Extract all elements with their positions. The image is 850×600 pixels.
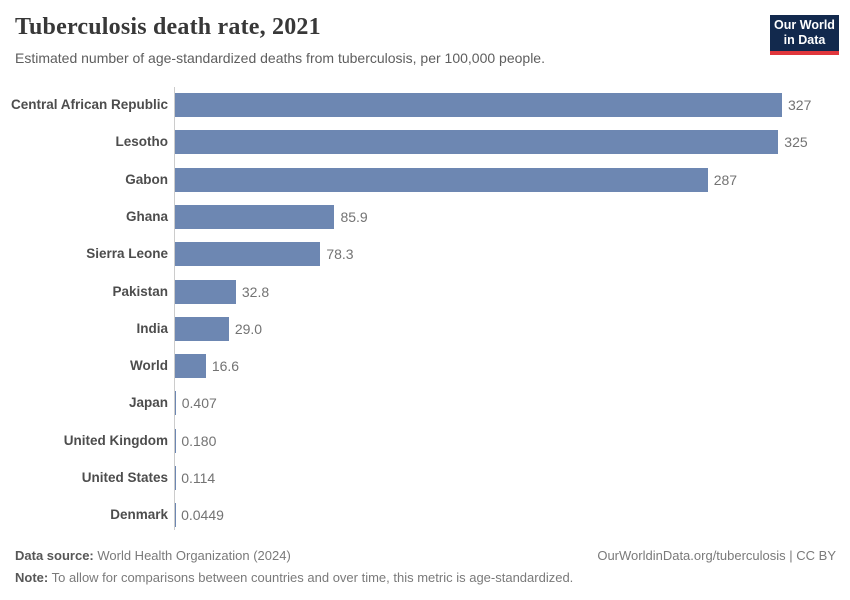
value-label: 29.0: [234, 320, 263, 337]
category-label: World: [130, 358, 168, 374]
category-label: Lesotho: [115, 134, 169, 150]
category-label: Sierra Leone: [86, 246, 168, 262]
category-label: United Kingdom: [63, 432, 168, 448]
bar[interactable]: [175, 167, 708, 192]
category-label: Ghana: [125, 208, 168, 224]
owid-logo-line1: Our World: [774, 18, 835, 32]
y-axis-line: [174, 87, 175, 530]
bar[interactable]: [175, 242, 321, 267]
category-label: Japan: [128, 395, 168, 411]
bar[interactable]: [175, 391, 176, 416]
bar[interactable]: [175, 279, 236, 304]
value-label: 85.9: [340, 208, 368, 225]
note-text: To allow for comparisons between countri…: [48, 570, 574, 585]
value-label: 0.180: [181, 432, 217, 449]
value-label: 78.3: [326, 246, 354, 263]
data-source-text: World Health Organization (2024): [93, 548, 291, 563]
bar[interactable]: [175, 354, 206, 379]
data-source-line: Data source: World Health Organization (…: [15, 548, 291, 563]
value-label: 32.8: [241, 283, 270, 300]
category-label: Pakistan: [112, 283, 168, 299]
value-label: 287: [713, 171, 738, 188]
category-label: Central African Republic: [10, 97, 168, 112]
bar[interactable]: [175, 93, 782, 117]
value-label: 325: [784, 134, 808, 151]
category-label: India: [136, 320, 168, 336]
category-label: Gabon: [125, 171, 168, 187]
bar[interactable]: [175, 204, 335, 229]
owid-logo[interactable]: Our World in Data: [770, 15, 839, 55]
bar[interactable]: [175, 316, 229, 341]
value-label: 0.114: [181, 470, 216, 486]
credit-link[interactable]: OurWorldinData.org/tuberculosis | CC BY: [597, 548, 836, 563]
value-label: 16.6: [211, 358, 240, 375]
page-title: Tuberculosis death rate, 2021: [15, 14, 321, 40]
value-label: 0.0449: [181, 507, 224, 524]
note-line: Note: To allow for comparisons between c…: [15, 570, 573, 585]
data-source-label: Data source:: [15, 548, 94, 563]
value-label: 327: [788, 97, 812, 113]
category-label: Denmark: [110, 507, 168, 523]
owid-logo-line2: in Data: [783, 33, 826, 47]
note-label: Note:: [15, 570, 49, 585]
bar[interactable]: [175, 130, 779, 155]
value-label: 0.407: [181, 395, 217, 412]
category-label: United States: [81, 470, 168, 485]
chart-subtitle: Estimated number of age-standardized dea…: [15, 50, 545, 66]
